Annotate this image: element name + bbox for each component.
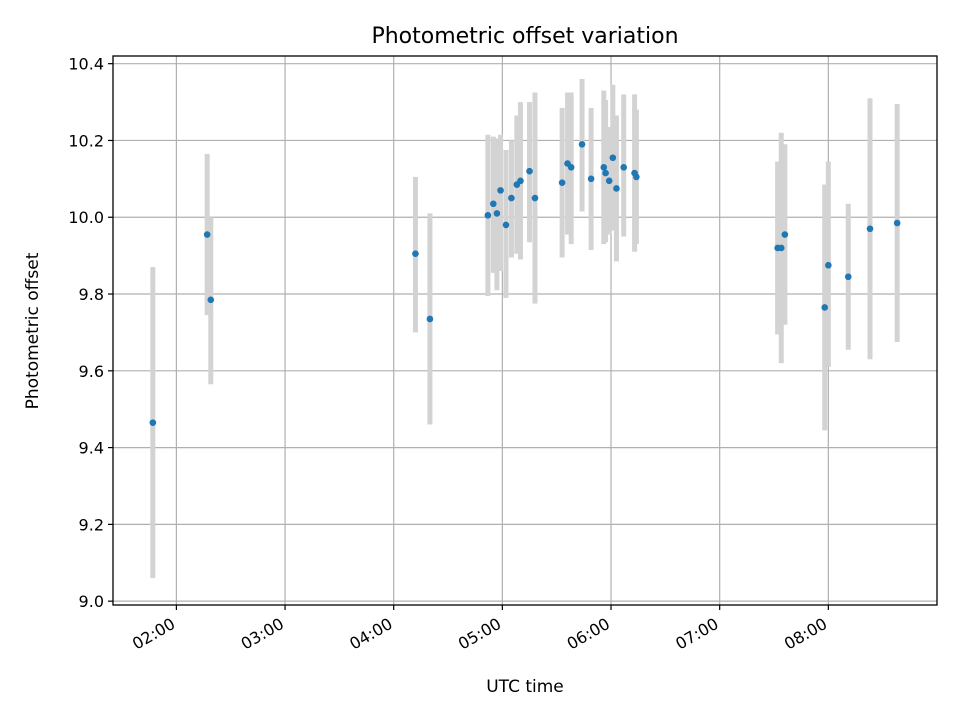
- data-point: [825, 261, 832, 269]
- data-point: [412, 250, 419, 258]
- data-point: [508, 194, 515, 202]
- data-point: [893, 219, 901, 227]
- plot-frame: [112, 55, 938, 606]
- data-point: [484, 212, 492, 219]
- y-axis-ticks: 9.0 9.2 9.4 9.6 9.8 10.0 10.2 10.4: [68, 55, 113, 611]
- data-point: [600, 164, 608, 171]
- data-point: [602, 169, 609, 177]
- data-point: [633, 173, 640, 181]
- y-axis-label: Photometric offset: [23, 252, 43, 409]
- data-point: [777, 244, 785, 252]
- data-point: [502, 221, 510, 229]
- data-point: [531, 194, 539, 202]
- data-point: [781, 231, 789, 238]
- chart-title: Photometric offset variation: [371, 24, 678, 49]
- data-point: [578, 141, 586, 148]
- data-point: [207, 296, 215, 304]
- y-tick-label: 10.4: [68, 55, 104, 74]
- data-point: [613, 185, 620, 192]
- grid-lines: [113, 56, 937, 605]
- data-point: [567, 164, 575, 171]
- x-axis-label: UTC time: [486, 677, 564, 697]
- y-tick-label: 9.2: [79, 515, 104, 534]
- data-points: [149, 141, 901, 426]
- data-point: [490, 200, 497, 208]
- y-tick-label: 10.0: [68, 208, 104, 227]
- data-point: [497, 187, 504, 194]
- data-point: [821, 304, 829, 311]
- data-point: [517, 177, 524, 185]
- data-point: [149, 419, 157, 426]
- y-tick-label: 9.4: [79, 439, 104, 458]
- y-tick-label: 10.2: [68, 131, 104, 150]
- data-point: [605, 177, 613, 185]
- y-tick-label: 9.8: [79, 285, 104, 304]
- data-point: [866, 225, 874, 233]
- data-point: [493, 210, 501, 217]
- data-point: [844, 273, 852, 281]
- data-point: [620, 164, 627, 171]
- y-tick-label: 9.6: [79, 362, 104, 381]
- data-point: [609, 154, 617, 162]
- data-point: [426, 315, 434, 323]
- data-point: [587, 175, 595, 183]
- data-point: [526, 167, 533, 175]
- data-point: [203, 231, 211, 238]
- y-tick-label: 9.0: [79, 592, 104, 611]
- data-point: [558, 179, 566, 186]
